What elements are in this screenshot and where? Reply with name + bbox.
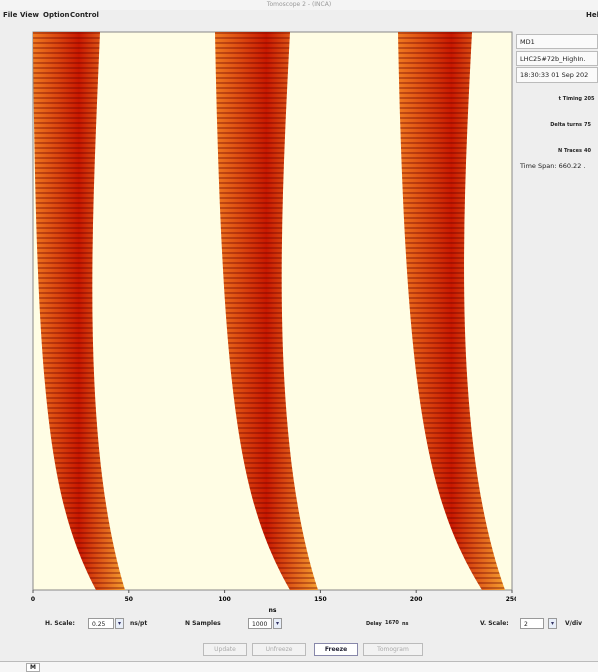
menu-item[interactable]: Control [70,11,99,19]
n-samples-label: N Samples [185,620,221,627]
menu-item[interactable]: Help [586,11,598,19]
button[interactable]: Update [203,643,247,656]
status-bar [0,661,598,672]
x-axis-label: ns [269,607,277,614]
v-scale-unit: V/div [565,620,583,627]
n-samples-field[interactable]: 1000 [248,618,272,629]
trace-bands [33,32,505,590]
band-stripes [33,32,505,590]
delay-label: Delay [366,621,382,627]
dropdown[interactable]: ▾ [115,618,124,629]
field-label: N Traces [558,148,582,154]
x-tick-label: 150 [314,596,327,603]
button[interactable]: Freeze [314,643,358,656]
x-tick-label: 50 [125,596,133,603]
dropdown[interactable]: ▾ [273,618,282,629]
field-value: 75 [584,122,591,128]
button[interactable]: Tomogram [363,643,423,656]
title-bar: Tomoscope 2 - (INCA) [0,0,598,10]
field-value: 40 [584,148,591,154]
field-value: 205 [584,96,595,102]
menu-item[interactable]: View [20,11,39,19]
delay-unit: ns [402,621,409,627]
h-scale-label: H. Scale: [45,620,75,627]
v-scale-field[interactable]: 2 [520,618,544,629]
h-scale-field[interactable]: 0.25 [88,618,114,629]
beam-name: LHC25#72b_HighIn. [516,51,598,66]
tomogram-plot: 0 50 100 150 200 250 ns [31,31,516,614]
menu-item[interactable]: File [3,11,18,19]
x-tick-label: 200 [410,596,423,603]
x-tick-label: 0 [31,596,35,603]
v-scale-label: V. Scale: [480,620,509,627]
status-text: M [26,663,40,672]
dropdown[interactable]: ▾ [548,618,557,629]
h-scale-unit: ns/pt [130,620,148,627]
timestamp: 18:30:33 01 Sep 202 [516,67,598,83]
field-label: t Timing [558,96,582,102]
button[interactable]: Unfreeze [252,643,306,656]
cycle-name: MD1 [516,34,598,49]
time-span: Time Span: 660.22 . [520,162,586,170]
delay-value: 1670 [385,620,399,626]
x-tick-label: 250 [506,596,516,603]
menu-item[interactable]: Option [43,11,70,19]
field-label: Delta turns [550,122,582,128]
x-tick-label: 100 [218,596,231,603]
